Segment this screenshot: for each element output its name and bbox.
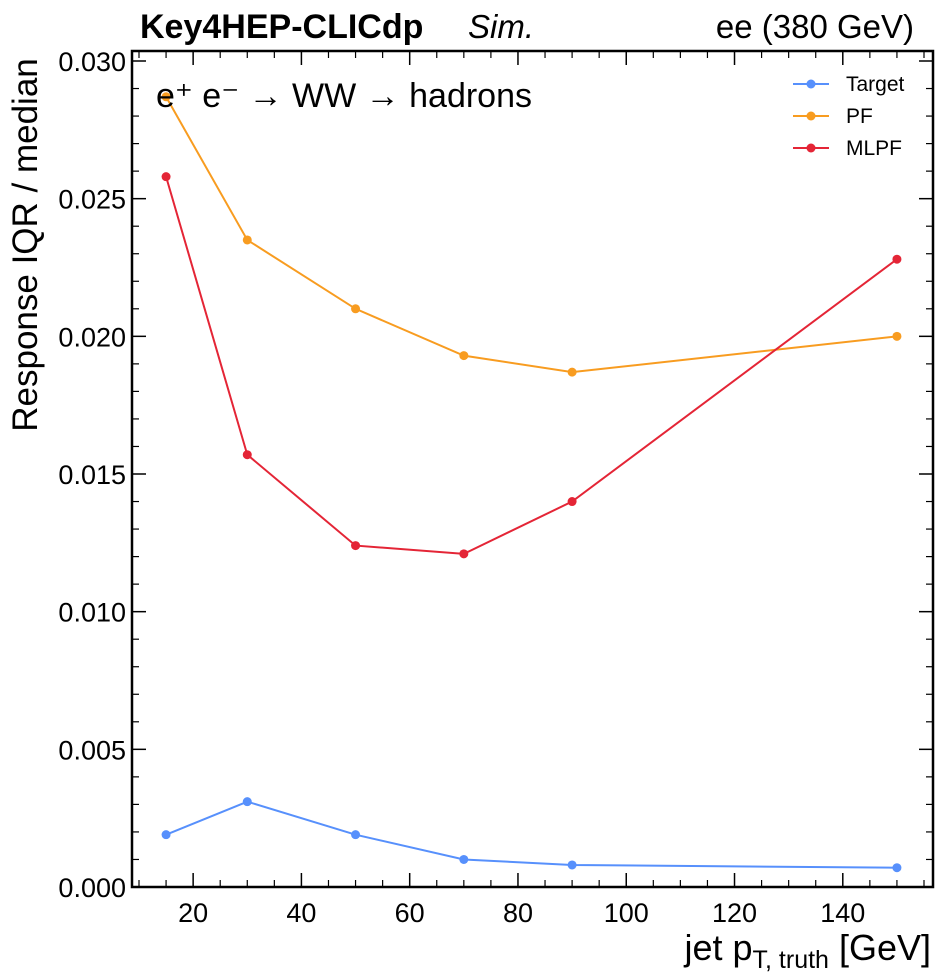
axis-ticks	[132, 51, 933, 888]
y-tick-label: 0.010	[58, 598, 126, 628]
data-point-mlpf	[892, 254, 902, 264]
legend-label-pf: PF	[846, 105, 873, 128]
series-line-mlpf	[165, 176, 898, 555]
process-label: e⁺ e⁻ → WW → hadrons	[156, 77, 532, 115]
data-point-pf	[242, 235, 252, 245]
legend-label-target: Target	[846, 73, 905, 96]
data-point-mlpf	[459, 549, 469, 559]
data-point-target	[161, 830, 171, 840]
data-point-pf	[892, 331, 902, 341]
x-tick-label: 100	[604, 898, 649, 928]
data-point-target	[567, 860, 577, 870]
x-tick-label: 40	[286, 898, 316, 928]
series-line-pf	[165, 96, 898, 374]
legend-marker-target	[806, 79, 816, 89]
data-point-pf	[351, 304, 361, 314]
axis-tick-labels: 20 40 60 80 100 120 140 0.000 0.005 0.010 0.015 0.0…	[58, 47, 865, 928]
x-tick-label: 120	[712, 898, 757, 928]
x-tick-label: 60	[395, 898, 425, 928]
energy-label: ee (380 GeV)	[716, 8, 914, 45]
data-point-target	[351, 830, 361, 840]
data-point-target	[892, 863, 902, 873]
y-tick-label: 0.000	[58, 873, 126, 903]
y-tick-label: 0.025	[58, 185, 126, 215]
data-point-mlpf	[567, 497, 577, 507]
data-point-pf	[161, 92, 171, 102]
series-layer	[161, 92, 902, 873]
series-line-target	[165, 800, 897, 869]
data-point-mlpf	[161, 172, 171, 182]
legend-marker-mlpf	[806, 143, 816, 153]
data-point-target	[459, 854, 469, 864]
data-point-pf	[567, 367, 577, 377]
x-tick-label: 80	[503, 898, 533, 928]
legend-label-mlpf: MLPF	[846, 137, 902, 160]
data-point-target	[242, 797, 252, 807]
y-tick-label: 0.015	[58, 460, 126, 490]
data-point-mlpf	[351, 541, 361, 551]
y-axis-label: Response IQR / median	[6, 58, 45, 432]
legend: Target PF MLPF	[793, 73, 905, 160]
data-point-pf	[459, 351, 469, 361]
x-axis-label: jet pT, truth [GeV]	[683, 927, 931, 974]
y-tick-label: 0.030	[58, 47, 126, 77]
legend-marker-pf	[806, 111, 816, 121]
plot-frame	[130, 49, 935, 889]
y-tick-label: 0.005	[58, 735, 126, 765]
data-point-mlpf	[242, 450, 252, 460]
x-tick-label: 140	[820, 898, 865, 928]
x-tick-label: 20	[178, 898, 208, 928]
y-tick-label: 0.020	[58, 322, 126, 352]
status-label: Sim.	[468, 8, 534, 45]
experiment-label: Key4HEP-CLICdp	[140, 8, 423, 46]
